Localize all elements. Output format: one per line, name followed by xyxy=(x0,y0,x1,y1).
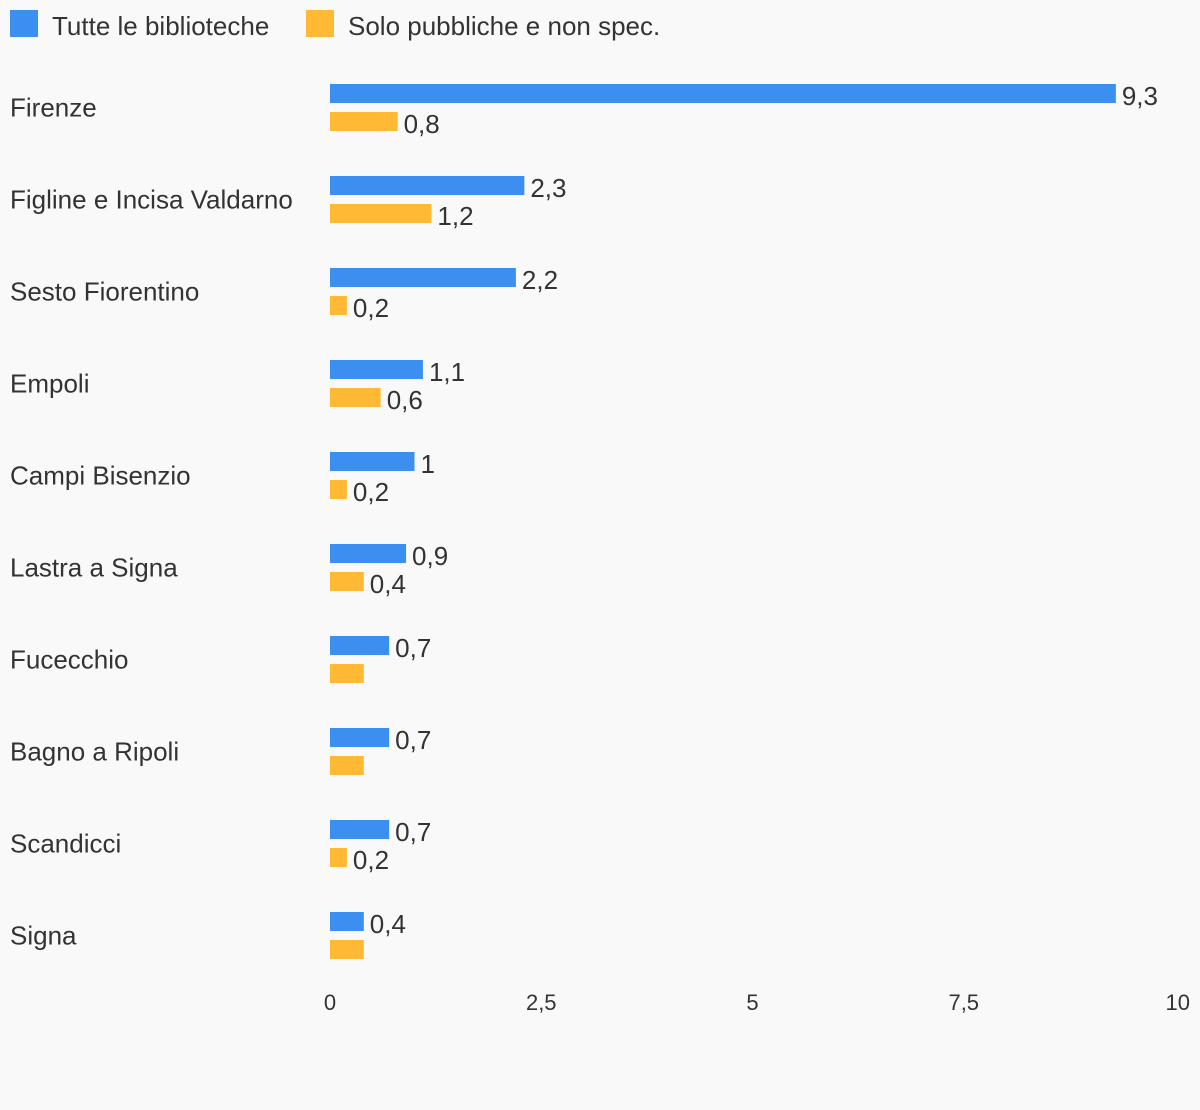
bar-series-1 xyxy=(330,268,516,287)
category-label: Signa xyxy=(10,921,77,951)
legend-swatch-2 xyxy=(306,10,334,37)
category-label: Fucecchio xyxy=(10,645,129,675)
bar-series-1 xyxy=(330,636,390,655)
data-label: 0,2 xyxy=(353,845,389,875)
bar-series-1 xyxy=(330,544,407,563)
data-label: 1,1 xyxy=(429,357,465,387)
x-axis: 0 2,5 5 7,5 10 xyxy=(324,990,1190,1015)
data-label: 2,2 xyxy=(522,265,558,295)
bar-series-2 xyxy=(330,756,364,775)
category-label: Lastra a Signa xyxy=(10,553,178,583)
data-label: 1,2 xyxy=(437,201,473,231)
bar-series-2 xyxy=(330,664,364,683)
data-label: 0,4 xyxy=(370,909,406,939)
bar-series-1 xyxy=(330,728,390,747)
category-labels: Firenze Figline e Incisa Valdarno Sesto Fi… xyxy=(10,93,293,951)
bar-series-1 xyxy=(330,360,423,379)
data-label: 0,2 xyxy=(353,477,389,507)
bar-series-1 xyxy=(330,452,415,471)
legend: Tutte le biblioteche Solo pubbliche e non… xyxy=(10,10,660,41)
legend-label-1: Tutte le biblioteche xyxy=(52,11,269,41)
bars xyxy=(330,84,1116,959)
legend-label-2: Solo pubbliche e non spec. xyxy=(348,11,660,41)
category-label: Sesto Fiorentino xyxy=(10,277,199,307)
data-label: 0,7 xyxy=(395,633,431,663)
bar-series-1 xyxy=(330,820,390,839)
bar-series-2 xyxy=(330,296,347,315)
x-tick-label: 5 xyxy=(746,990,758,1015)
category-label: Scandicci xyxy=(10,829,121,859)
data-label: 0,4 xyxy=(370,569,406,599)
bar-series-1 xyxy=(330,912,364,931)
data-label: 2,3 xyxy=(530,173,566,203)
legend-swatch-1 xyxy=(10,10,38,37)
bar-series-2 xyxy=(330,204,432,223)
data-label: 1 xyxy=(421,449,435,479)
data-label: 0,2 xyxy=(353,293,389,323)
data-label: 0,9 xyxy=(412,541,448,571)
bar-series-2 xyxy=(330,848,347,867)
category-label: Campi Bisenzio xyxy=(10,461,191,491)
x-tick-label: 0 xyxy=(324,990,336,1015)
x-tick-label: 10 xyxy=(1166,990,1190,1015)
bar-series-2 xyxy=(330,388,381,407)
bar-series-1 xyxy=(330,84,1116,103)
data-label: 0,7 xyxy=(395,817,431,847)
data-label: 0,6 xyxy=(387,385,423,415)
x-tick-label: 7,5 xyxy=(948,990,979,1015)
data-label: 0,8 xyxy=(404,109,440,139)
bar-series-2 xyxy=(330,112,398,131)
category-label: Figline e Incisa Valdarno xyxy=(10,185,293,215)
category-label: Empoli xyxy=(10,369,89,399)
bar-series-2 xyxy=(330,940,364,959)
category-label: Firenze xyxy=(10,93,97,123)
bar-series-2 xyxy=(330,480,347,499)
data-label: 9,3 xyxy=(1122,81,1158,111)
category-label: Bagno a Ripoli xyxy=(10,737,179,767)
x-tick-label: 2,5 xyxy=(526,990,557,1015)
bar-series-2 xyxy=(330,572,364,591)
value-labels: 9,30,82,31,22,20,21,10,610,20,90,40,70,7… xyxy=(353,81,1158,939)
bar-series-1 xyxy=(330,176,525,195)
data-label: 0,7 xyxy=(395,725,431,755)
